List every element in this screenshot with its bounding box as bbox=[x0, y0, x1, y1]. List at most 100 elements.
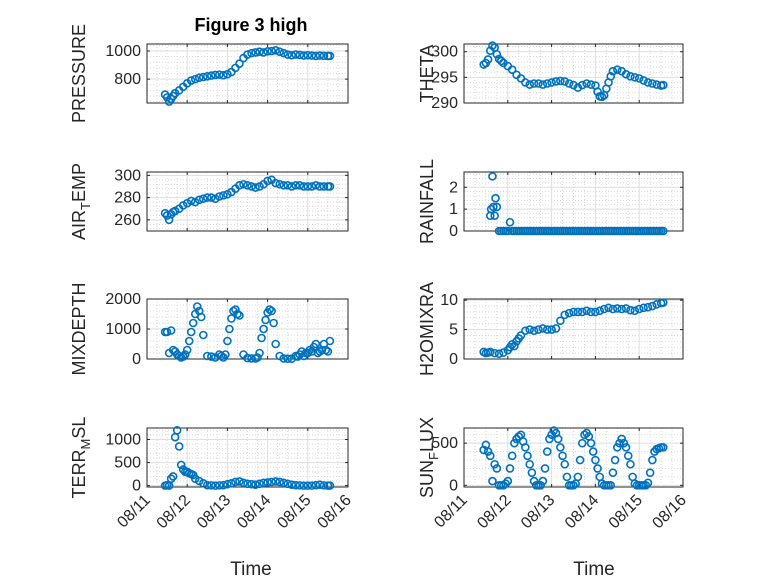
data-point bbox=[253, 353, 262, 362]
data-point bbox=[211, 70, 220, 80]
y-tick-label: 0 bbox=[449, 223, 458, 240]
data-point bbox=[311, 480, 321, 490]
data-point bbox=[538, 80, 548, 89]
data-point bbox=[621, 69, 631, 79]
data-point bbox=[534, 325, 543, 334]
figure-title: Figure 3 high bbox=[194, 15, 307, 35]
y-tick-label: 300 bbox=[114, 167, 141, 184]
data-point bbox=[564, 79, 574, 88]
data-point bbox=[648, 455, 657, 465]
subplot-1: 800 1000 PRESSURE bbox=[69, 24, 349, 123]
data-point bbox=[263, 47, 272, 56]
y-tick-label: 295 bbox=[431, 69, 458, 86]
axes-box bbox=[463, 171, 684, 232]
x-tick-label: 08/15 bbox=[606, 492, 646, 532]
data-point bbox=[247, 48, 256, 58]
data-point bbox=[488, 41, 497, 50]
data-point bbox=[295, 481, 305, 490]
data-point bbox=[227, 314, 236, 323]
data-point bbox=[315, 182, 325, 191]
data-point bbox=[608, 66, 618, 76]
data-point bbox=[295, 181, 305, 190]
data-point bbox=[315, 480, 325, 489]
data-point bbox=[172, 426, 182, 435]
data-point bbox=[586, 307, 596, 317]
data-point bbox=[485, 347, 495, 357]
data-point bbox=[492, 49, 502, 59]
data-point bbox=[255, 479, 264, 489]
data-point bbox=[564, 308, 574, 318]
data-point bbox=[593, 87, 602, 97]
data-point bbox=[219, 191, 228, 200]
data-point bbox=[505, 464, 515, 473]
data-point bbox=[540, 464, 550, 473]
data-point bbox=[608, 468, 618, 477]
data-point bbox=[231, 477, 240, 487]
data-point bbox=[630, 73, 640, 82]
data-point bbox=[545, 434, 554, 444]
data-point bbox=[186, 196, 196, 206]
data-point bbox=[223, 336, 232, 346]
data-point bbox=[247, 182, 256, 191]
data-point bbox=[255, 47, 264, 57]
x-tick-label: 08/14 bbox=[562, 492, 602, 532]
data-point bbox=[243, 50, 252, 59]
data-point bbox=[295, 50, 305, 60]
data-point bbox=[287, 480, 297, 489]
data-point bbox=[643, 302, 653, 312]
data-point bbox=[591, 455, 600, 465]
data-point bbox=[235, 311, 244, 320]
data-point bbox=[283, 181, 293, 190]
data-point bbox=[643, 78, 653, 87]
data-point bbox=[490, 459, 499, 469]
data-point bbox=[630, 306, 640, 316]
data-point bbox=[287, 182, 297, 191]
axes-box bbox=[146, 427, 349, 488]
data-point bbox=[311, 181, 321, 190]
subplot-7: 0 500 1000 08/11 08/12 08/13 08/14 08/15 08/16 TE… bbox=[69, 417, 355, 533]
data-point bbox=[267, 477, 276, 487]
data-point bbox=[658, 80, 668, 90]
data-point bbox=[483, 55, 493, 64]
data-point bbox=[207, 71, 216, 80]
data-point bbox=[221, 350, 230, 359]
data-point bbox=[634, 74, 644, 83]
data-point bbox=[215, 481, 224, 490]
y-tick-label: 0 bbox=[449, 351, 458, 368]
data-point bbox=[569, 481, 578, 490]
data-point bbox=[621, 443, 631, 452]
data-point bbox=[251, 183, 260, 192]
data-point bbox=[525, 325, 535, 334]
y-axis-label: RAINFALL bbox=[417, 159, 437, 244]
data-point bbox=[626, 459, 635, 469]
data-point bbox=[178, 352, 188, 361]
data-point bbox=[610, 455, 620, 465]
data-point bbox=[168, 472, 178, 481]
data-point bbox=[321, 345, 331, 355]
data-point bbox=[496, 56, 506, 66]
data-point bbox=[291, 50, 301, 59]
y-tick-label: 0 bbox=[449, 477, 458, 494]
data-point bbox=[538, 476, 548, 486]
data-point bbox=[203, 72, 212, 81]
data-point bbox=[271, 339, 280, 349]
data-point bbox=[323, 347, 333, 356]
data-point bbox=[560, 77, 570, 86]
data-point bbox=[499, 348, 508, 357]
data-point bbox=[160, 208, 170, 218]
data-point bbox=[257, 333, 266, 343]
x-tick-label: 08/16 bbox=[649, 492, 689, 532]
data-point bbox=[265, 305, 274, 314]
data-point bbox=[488, 476, 497, 486]
data-point bbox=[560, 310, 570, 320]
data-point bbox=[198, 194, 208, 204]
y-tick-label: 290 bbox=[431, 95, 458, 112]
x-tick-label: 08/16 bbox=[314, 492, 354, 532]
axes-box bbox=[146, 43, 349, 104]
data-point bbox=[235, 181, 244, 190]
data-point bbox=[556, 316, 565, 326]
data-point bbox=[658, 226, 668, 236]
data-point bbox=[259, 48, 268, 57]
